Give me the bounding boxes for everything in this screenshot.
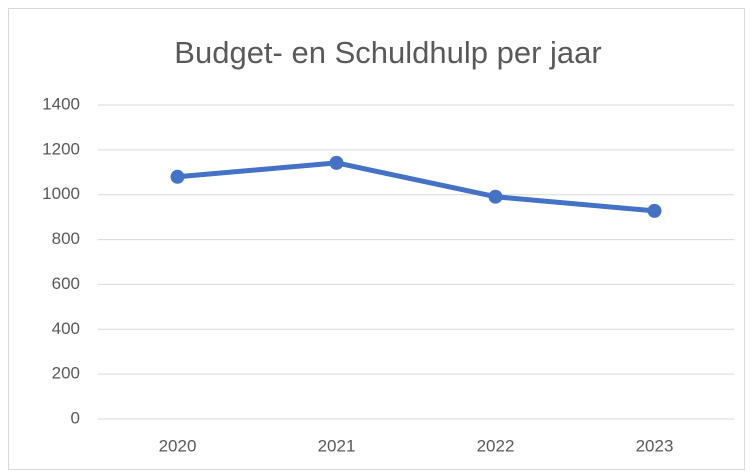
y-tick-label: 400 [52, 319, 80, 338]
y-tick-label: 600 [52, 274, 80, 293]
y-tick-label: 200 [52, 364, 80, 383]
x-tick-label: 2022 [477, 436, 515, 455]
marker [647, 203, 662, 218]
y-tick-label: 1400 [42, 94, 80, 113]
marker [488, 189, 503, 204]
chart-frame [8, 8, 745, 470]
marker [329, 155, 344, 170]
marker [170, 169, 185, 184]
y-tick-label: 800 [52, 229, 80, 248]
x-tick-label: 2021 [318, 436, 356, 455]
y-tick-label: 0 [71, 408, 80, 427]
x-tick-label: 2020 [159, 436, 197, 455]
line [177, 160, 655, 214]
chart-title: Budget- en Schuldhulp per jaar [174, 35, 601, 70]
y-tick-label: 1000 [42, 184, 80, 203]
y-tick-label: 1200 [42, 139, 80, 158]
x-tick-label: 2023 [636, 436, 674, 455]
